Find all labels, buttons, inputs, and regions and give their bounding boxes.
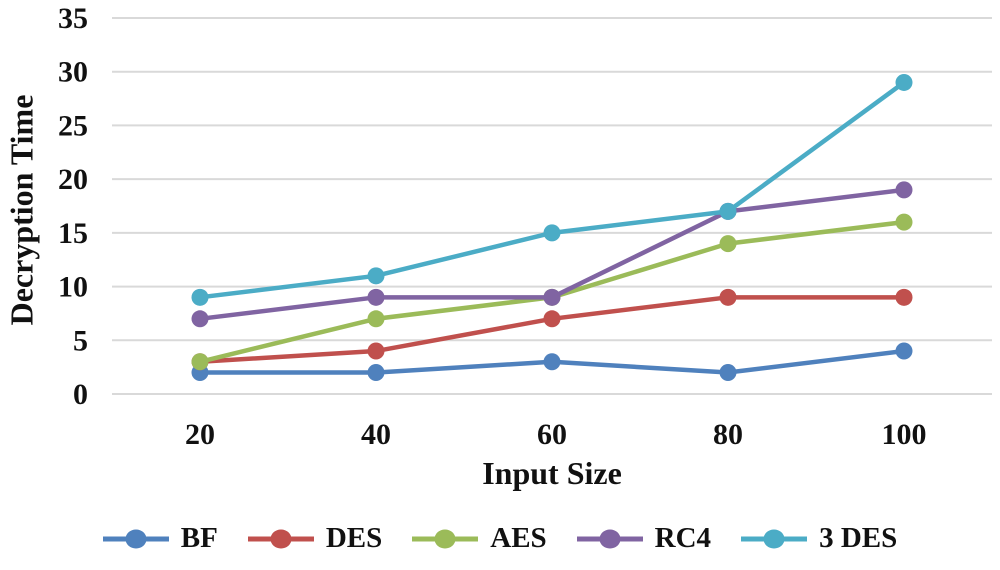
legend-marker-dot [434,529,456,548]
data-point-des [719,288,737,306]
series-3-des [191,73,913,306]
legend-marker-bf [102,529,169,548]
x-tick-label: 40 [361,418,391,451]
legend-marker-3-des [741,529,808,548]
data-point-des [895,288,913,306]
data-point-des [543,310,561,328]
legend-marker-rc4 [576,529,643,548]
data-point-3-des [191,288,209,306]
legend-marker-dot [599,529,621,548]
legend-label-aes: AES [490,522,547,554]
legend-item-aes: AES [412,522,547,555]
data-point-aes [191,353,209,371]
y-tick-label: 20 [58,163,88,196]
data-point-bf [367,364,385,382]
legend-marker-dot [270,529,292,548]
x-axis-title: Input Size [482,455,622,491]
x-tick-label: 60 [537,418,567,451]
x-axis-ticks: 20 40 60 80 100 [185,418,927,451]
legend-label-bf: BF [180,522,218,554]
data-point-bf [719,364,737,382]
legend-item-des: DES [247,522,383,555]
data-point-3-des [719,202,737,220]
gridlines [112,17,992,395]
legend-marker-aes [412,529,479,548]
data-point-bf [895,342,913,360]
data-point-rc4 [191,310,209,328]
series-bf [191,342,913,382]
data-point-3-des [543,224,561,242]
y-axis-title: Decryption Time [3,94,40,326]
legend-label-3-des: 3 DES [819,522,898,554]
data-point-des [367,342,385,360]
data-point-aes [895,213,913,231]
legend-label-rc4: RC4 [654,522,712,554]
data-point-aes [367,310,385,328]
legend-label-des: DES [325,522,383,554]
data-point-3-des [367,267,385,285]
legend-item-rc4: RC4 [576,522,712,555]
y-tick-label: 25 [58,109,88,142]
data-point-aes [719,235,737,253]
legend-marker-des [247,529,314,548]
legend-marker-dot [763,529,785,548]
x-tick-label: 100 [882,418,927,451]
series-line-3-des [197,80,907,300]
series-rc4 [191,181,913,328]
y-tick-label: 0 [73,378,88,411]
y-tick-label: 5 [73,324,88,357]
y-tick-label: 10 [58,271,88,304]
y-axis-ticks: 0 5 10 15 20 25 30 35 [58,2,88,411]
x-tick-label: 20 [185,418,215,451]
y-tick-label: 35 [58,2,88,35]
y-tick-label: 30 [58,56,88,89]
legend: BF DES AES RC4 3 DES [0,522,1000,555]
y-tick-label: 15 [58,217,88,250]
data-point-rc4 [895,181,913,199]
data-point-rc4 [543,288,561,306]
data-point-rc4 [367,288,385,306]
legend-marker-dot [125,529,147,548]
x-tick-label: 80 [713,418,743,451]
legend-item-bf: BF [102,522,218,555]
data-point-bf [543,353,561,371]
legend-item-3-des: 3 DES [741,522,897,555]
data-point-3-des [895,73,913,91]
